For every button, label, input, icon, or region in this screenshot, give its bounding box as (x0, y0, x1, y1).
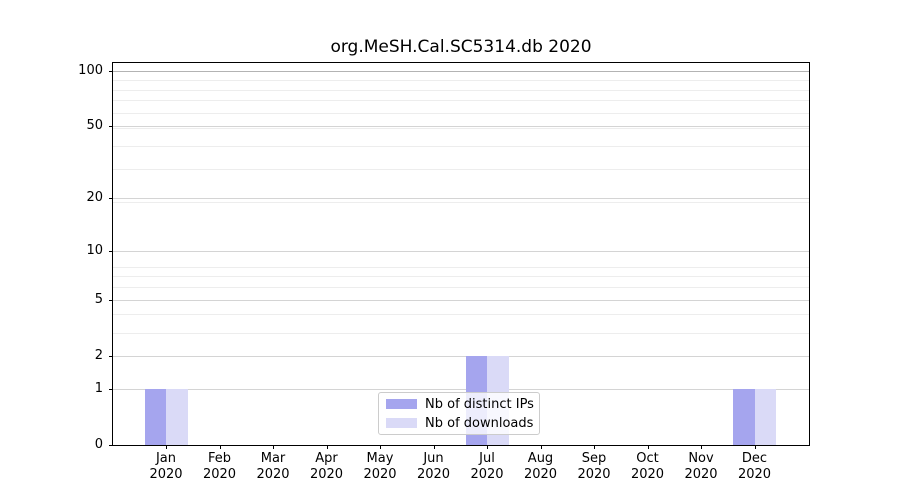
y-axis-tick (109, 70, 113, 72)
x-axis-year-label: 2020 (523, 467, 558, 482)
x-axis-month-label: Aug (527, 451, 554, 466)
y-axis-tick-label: 5 (94, 291, 103, 307)
x-axis-tick (433, 445, 435, 449)
gridline-minor (113, 314, 809, 316)
legend-label-distinct-ips: Nb of distinct IPs (425, 396, 534, 412)
gridline-minor (113, 89, 809, 91)
gridline-major (113, 388, 809, 390)
gridline-major (113, 198, 809, 199)
x-axis-tick (754, 445, 756, 449)
x-axis-month-label: Dec (741, 451, 768, 466)
x-axis-month-label: Jun (423, 451, 444, 466)
legend-label-downloads: Nb of downloads (425, 415, 534, 431)
y-axis-tick (109, 198, 113, 199)
x-axis-month-label: Jan (155, 451, 177, 466)
legend-item-distinct-ips: Nb of distinct IPs (386, 396, 534, 412)
y-axis-tick-label: 0 (94, 437, 103, 452)
gridline-minor (113, 332, 809, 334)
x-axis-year-label: 2020 (630, 467, 665, 482)
gridline-minor (113, 266, 809, 268)
bar-distinct-ips-jan (144, 388, 166, 445)
y-axis-tick (109, 445, 113, 446)
legend-item-downloads: Nb of downloads (386, 415, 534, 431)
gridline-minor (113, 112, 809, 114)
x-axis-tick (647, 445, 649, 449)
gridline-major (113, 250, 809, 252)
x-axis-year-label: 2020 (470, 467, 504, 482)
gridline-minor (113, 287, 809, 289)
x-axis-month-label: Feb (207, 451, 232, 466)
x-axis-month-label: Apr (315, 451, 338, 466)
x-axis-month-label: May (366, 451, 394, 466)
y-axis-tick-label: 20 (86, 190, 103, 205)
gridline-minor (113, 276, 809, 278)
legend-swatch-distinct-ips-icon (386, 399, 417, 409)
chart-title: org.MeSH.Cal.SC5314.db 2020 (330, 37, 592, 57)
gridline-major (113, 70, 809, 72)
y-axis-tick (109, 355, 113, 357)
y-axis-tick-label: 2 (94, 347, 103, 363)
x-axis-tick (166, 445, 167, 449)
x-axis-tick (594, 445, 595, 449)
gridline-minor (113, 100, 809, 102)
y-axis-tick (109, 299, 113, 301)
gridline-major (113, 355, 809, 357)
legend: Nb of distinct IPs Nb of downloads (378, 392, 540, 435)
x-axis-tick (273, 445, 274, 449)
y-axis-tick (109, 126, 113, 127)
x-axis-month-label: Oct (636, 451, 659, 466)
gridline-major (113, 126, 809, 127)
bar-downloads-jan (166, 388, 188, 445)
y-axis-tick (109, 250, 113, 252)
x-axis-month-label: Mar (260, 451, 286, 466)
gridline-minor (113, 127, 809, 129)
x-axis-year-label: 2020 (256, 467, 290, 482)
x-axis-year-label: 2020 (202, 467, 237, 482)
y-axis-tick-label: 1 (94, 380, 103, 396)
bar-downloads-dec (754, 388, 776, 445)
y-axis-tick-label: 100 (78, 62, 103, 78)
x-axis-year-label: 2020 (684, 467, 718, 482)
x-axis-year-label: 2020 (577, 467, 611, 482)
bar-distinct-ips-dec (733, 388, 755, 445)
legend-swatch-downloads-icon (386, 418, 417, 428)
x-axis-tick (380, 445, 381, 449)
gridline-minor (113, 169, 809, 171)
gridline-minor (113, 79, 809, 81)
x-axis-year-label: 2020 (737, 467, 772, 482)
x-axis-year-label: 2020 (363, 467, 397, 482)
plot-area (113, 63, 809, 445)
x-axis-tick (487, 445, 488, 449)
x-axis-month-label: Nov (688, 451, 714, 466)
gridline-minor (113, 145, 809, 147)
x-axis-month-label: Jul (479, 451, 495, 466)
x-axis-tick (540, 445, 542, 449)
y-axis-tick (109, 388, 113, 390)
x-axis-month-label: Sep (581, 451, 607, 466)
gridline-major (113, 299, 809, 301)
y-axis-tick-label: 50 (86, 118, 103, 133)
x-axis-year-label: 2020 (309, 467, 344, 482)
y-axis-tick-label: 10 (86, 242, 103, 258)
x-axis-tick (701, 445, 702, 449)
x-axis-year-label: 2020 (416, 467, 451, 482)
gridline-minor (113, 202, 809, 203)
x-axis-year-label: 2020 (149, 467, 183, 482)
x-axis-tick (219, 445, 221, 449)
x-axis-tick (326, 445, 328, 449)
